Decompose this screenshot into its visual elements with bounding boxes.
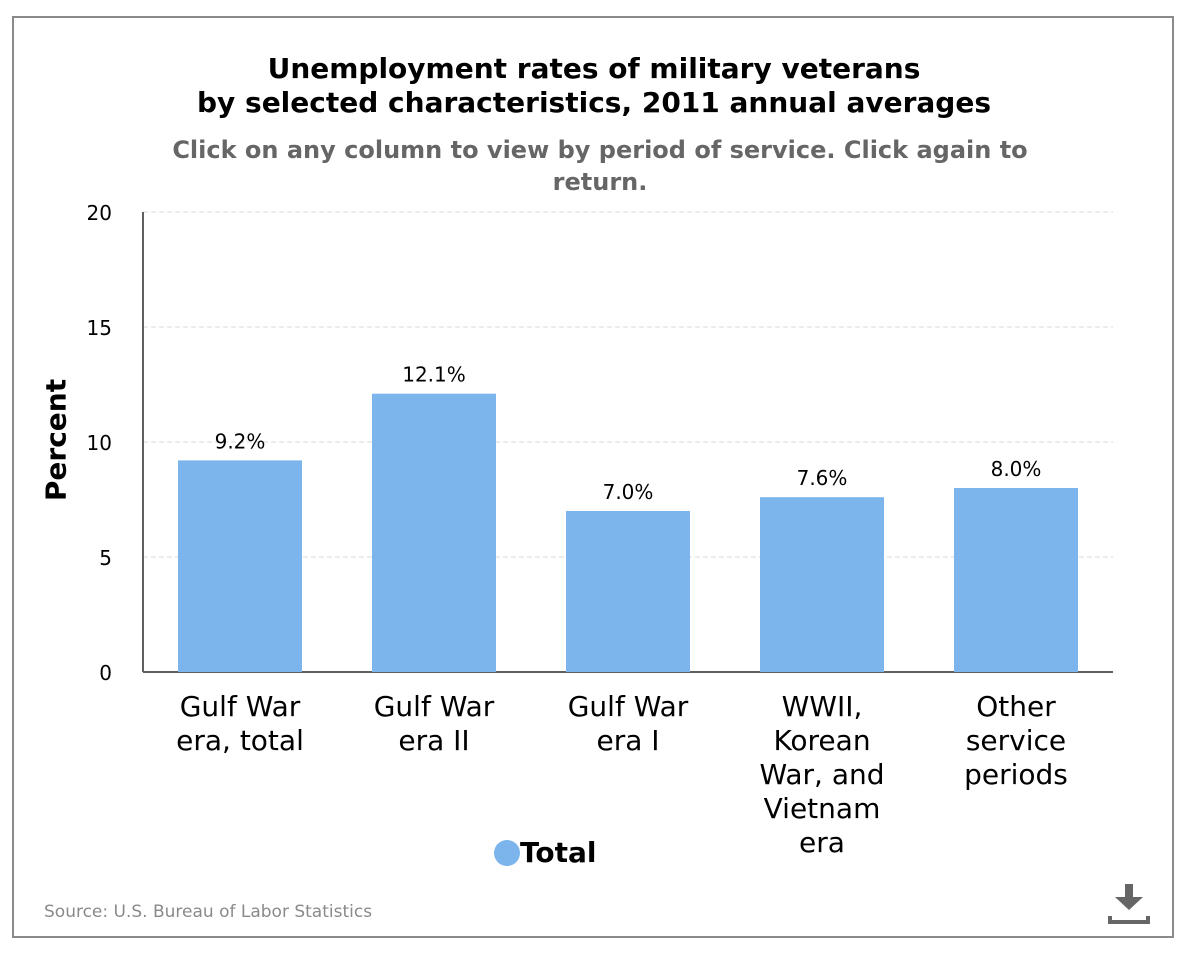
download-icon[interactable] bbox=[1106, 880, 1152, 926]
x-tick-label: periods bbox=[964, 758, 1068, 791]
chart-title-line-2: by selected characteristics, 2011 annual… bbox=[196, 86, 991, 119]
chart-subtitle-line-1: Click on any column to view by period of… bbox=[172, 136, 1028, 164]
data-label: 8.0% bbox=[991, 457, 1042, 481]
y-tick-label: 20 bbox=[87, 201, 112, 225]
data-label: 9.2% bbox=[215, 429, 266, 453]
x-tick-label: WWII, bbox=[782, 690, 863, 723]
bar[interactable] bbox=[954, 488, 1078, 672]
x-tick-label: era I bbox=[596, 724, 659, 757]
x-tick-label: Korean bbox=[773, 724, 870, 757]
x-tick-label: Gulf War bbox=[180, 690, 301, 723]
x-tick-label: Gulf War bbox=[568, 690, 689, 723]
y-tick-label: 5 bbox=[99, 546, 112, 570]
x-tick-label: era bbox=[799, 826, 845, 859]
legend-item-total[interactable]: Total bbox=[494, 836, 597, 869]
chart-subtitle-line-2: return. bbox=[552, 168, 648, 196]
x-tick-label: era, total bbox=[176, 724, 304, 757]
y-tick-label: 15 bbox=[87, 316, 112, 340]
data-label: 7.6% bbox=[797, 466, 848, 490]
bar[interactable] bbox=[566, 511, 690, 672]
data-label: 7.0% bbox=[603, 480, 654, 504]
x-tick-label: service bbox=[966, 724, 1066, 757]
x-tick-label: era II bbox=[398, 724, 469, 757]
y-tick-label: 10 bbox=[87, 431, 112, 455]
data-label: 12.1% bbox=[402, 363, 466, 387]
chart-title-line-1: Unemployment rates of military veterans bbox=[267, 52, 921, 85]
x-tick-label: Other bbox=[976, 690, 1056, 723]
legend-label: Total bbox=[520, 836, 597, 869]
bar[interactable] bbox=[178, 460, 302, 672]
x-tick-label: War, and bbox=[759, 758, 884, 791]
x-tick-label: Vietnam bbox=[764, 792, 881, 825]
y-tick-label: 0 bbox=[99, 661, 112, 685]
x-tick-label: Gulf War bbox=[374, 690, 495, 723]
source-credit: Source: U.S. Bureau of Labor Statistics bbox=[44, 902, 373, 922]
bar[interactable] bbox=[760, 497, 884, 672]
legend-marker bbox=[494, 839, 520, 866]
bar[interactable] bbox=[372, 393, 496, 672]
